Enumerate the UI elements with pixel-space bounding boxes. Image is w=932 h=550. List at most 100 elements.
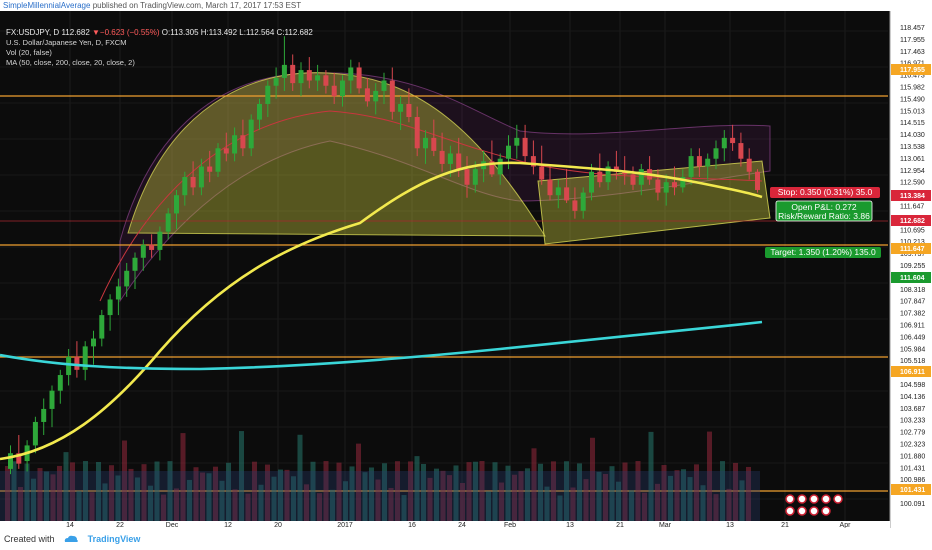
candle-body	[389, 80, 395, 112]
candle-body	[597, 171, 603, 183]
price-tick: 106.911	[900, 323, 925, 330]
rounding-top-pattern	[127, 72, 546, 237]
price-chart[interactable]: Stop: 0.350 (0.31%) 35.0 Open P&L: 0.272R…	[0, 11, 932, 528]
price-tick: 115.490	[900, 96, 925, 103]
volume-bar	[356, 443, 361, 521]
candle-body	[414, 117, 420, 149]
author-link[interactable]: SimpleMillennialAverage	[3, 1, 91, 10]
volume-bar	[375, 479, 381, 521]
candle-body	[8, 453, 13, 469]
volume-bar	[518, 471, 524, 521]
candle-body	[373, 90, 379, 102]
legend-title: U.S. Dollar/Japanese Yen, D, FXCM	[6, 38, 127, 47]
volume-bar	[44, 471, 49, 521]
tradingview-logo[interactable]: TradingView	[87, 534, 141, 544]
target-label: Target: 1.350 (1.20%) 135.0	[770, 247, 876, 257]
ma50-line	[0, 161, 763, 461]
volume-bar	[557, 495, 563, 521]
volume-bar	[388, 487, 394, 521]
volume-bar	[538, 463, 543, 521]
candle-body	[348, 67, 354, 81]
price-tick: 100.091	[900, 501, 925, 508]
volume-bar	[629, 490, 634, 521]
candle-body	[381, 80, 387, 91]
volume-bar	[720, 461, 725, 521]
time-axis	[0, 521, 890, 528]
candle-body	[298, 70, 304, 84]
candle-body	[265, 85, 271, 104]
volume-bar	[174, 488, 179, 521]
price-tick: 113.538	[900, 144, 925, 151]
candle-body	[506, 145, 511, 159]
volume-bar	[76, 490, 82, 521]
volume-bar	[369, 467, 374, 521]
volume-bar	[726, 488, 732, 521]
price-tick: 109.255	[900, 263, 925, 270]
price-tick: 112.590	[900, 180, 925, 187]
publish-header: SimpleMillennialAverage published on Tra…	[0, 0, 932, 11]
price-tick: 115.982	[900, 85, 925, 92]
volume-bar	[746, 466, 751, 521]
candle-body	[406, 103, 412, 118]
candle-body	[696, 156, 702, 167]
price-label: 106.911	[900, 369, 925, 376]
pnl-box	[775, 200, 873, 222]
time-tick: Apr	[840, 522, 852, 528]
event-marker	[821, 506, 831, 516]
volume-bar	[616, 481, 621, 521]
volume-bar	[596, 471, 602, 521]
tradingview-cloud-icon	[64, 535, 79, 542]
candle-body	[99, 315, 105, 339]
candle-body	[472, 169, 478, 185]
target-label-box	[765, 247, 881, 258]
volume-bar	[434, 468, 439, 521]
candle-body	[613, 166, 619, 172]
candle-body	[663, 182, 669, 193]
time-tick: Mar	[659, 522, 672, 528]
price-tick: 103.233	[900, 418, 925, 425]
volume-bar	[37, 468, 43, 521]
candle-body	[547, 179, 553, 196]
candle-body	[439, 150, 445, 164]
candle-body	[746, 158, 752, 172]
candle-body	[672, 182, 677, 188]
volume-bar	[180, 433, 186, 521]
candle-body	[240, 135, 246, 149]
volume-bar	[232, 489, 238, 521]
candle-body	[223, 148, 229, 154]
candle-body	[16, 453, 22, 464]
candle-body	[190, 176, 196, 188]
volume-bar	[531, 448, 537, 521]
volume-bar	[239, 431, 244, 521]
price-tick: 107.382	[900, 311, 925, 318]
pnl-label: Open P&L: 0.272	[791, 202, 856, 212]
volume-bar	[427, 477, 433, 521]
volume-bar	[304, 484, 309, 521]
candle-body	[149, 244, 155, 250]
price-axis	[890, 11, 932, 528]
volume-bar	[635, 461, 641, 521]
volume-bar	[382, 463, 387, 521]
volume-bar	[622, 462, 628, 521]
volume-bar	[135, 477, 140, 521]
volume-bar	[271, 476, 277, 521]
event-marker	[785, 494, 795, 504]
price-label-box	[891, 64, 931, 75]
candle-body	[589, 171, 594, 193]
volume-bar	[492, 462, 498, 521]
last-price: 112.682	[61, 28, 90, 37]
event-marker	[785, 506, 795, 516]
candle-body	[132, 257, 138, 271]
volume-bar	[148, 485, 153, 521]
volume-bar	[115, 475, 121, 521]
candle-body	[32, 421, 38, 446]
candle-body	[489, 161, 495, 175]
price-tick: 106.449	[900, 334, 925, 341]
price-tick: 110.213	[900, 239, 925, 246]
event-marker	[809, 494, 819, 504]
price-tick: 109.737	[900, 251, 925, 258]
price-label: 112.682	[900, 218, 925, 225]
candle-body	[356, 67, 362, 89]
chart-area[interactable]: Stop: 0.350 (0.31%) 35.0 Open P&L: 0.272 R…	[0, 11, 932, 528]
candle-body	[82, 346, 88, 370]
